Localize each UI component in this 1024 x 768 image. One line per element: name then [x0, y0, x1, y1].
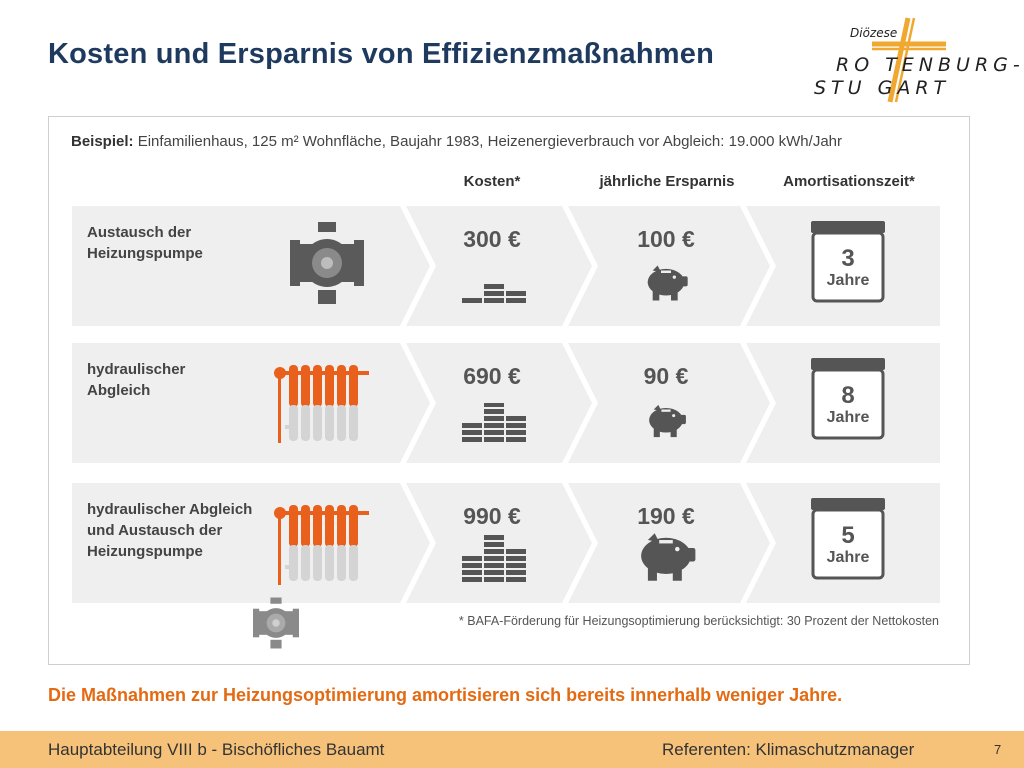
- measure-label: hydraulischer Abgleich: [87, 359, 185, 401]
- piggy-bank-icon: [649, 404, 686, 438]
- page-title: Kosten und Ersparnis von Effizienzmaßnah…: [48, 38, 715, 70]
- measure-label-line: Abgleich: [87, 382, 151, 399]
- measure-label-line: hydraulischer Abgleich: [87, 501, 253, 518]
- footnote: * BAFA-Förderung für Heizungsoptimierung…: [458, 614, 939, 628]
- amortisation-unit: Jahre: [826, 409, 870, 426]
- measure-row-pump: Austausch der Heizungspumpe 300 € 100 €: [72, 206, 940, 326]
- footer-speakers: Referenten: Klimaschutzmanager: [662, 740, 915, 759]
- saving-value: 190 €: [637, 503, 695, 529]
- example-label: Beispiel:: [71, 133, 134, 150]
- calendar-frame: [811, 221, 885, 303]
- example-text: Einfamilienhaus, 125 m² Wohnfläche, Bauj…: [137, 133, 842, 150]
- amortisation-unit: Jahre: [826, 549, 870, 566]
- measure-row-combined: hydraulischer Abgleich und Austausch der…: [72, 483, 940, 603]
- amortisation-years: 3: [841, 245, 855, 272]
- column-header-kosten: Kosten*: [463, 173, 521, 190]
- logo-rottenburg-text: RO TENBURG-: [836, 54, 1024, 76]
- coin-stack-icon: [462, 403, 526, 442]
- amortisation-unit: Jahre: [826, 272, 870, 289]
- cost-value: 300 €: [463, 226, 521, 252]
- measure-row-hydraulic: hydraulischer Abgleich 690 €: [72, 343, 940, 463]
- conclusion-text: Die Maßnahmen zur Heizungsoptimierung am…: [48, 685, 843, 705]
- logo-stuttgart-text: STU GART: [814, 77, 951, 99]
- calendar-frame: [811, 498, 885, 580]
- measure-label-line: hydraulischer: [87, 361, 186, 378]
- row-background: [72, 206, 940, 326]
- heating-pump-icon: [253, 597, 299, 649]
- column-header-ersparnis: jährliche Ersparnis: [599, 173, 735, 190]
- calendar-icon: 3 Jahre: [810, 220, 886, 304]
- footer-department: Hauptabteilung VIII b - Bischöfliches Ba…: [48, 740, 385, 759]
- piggy-bank-icon: [641, 533, 696, 581]
- coin-stack-icon: [462, 284, 526, 303]
- measure-label-line: Austausch der: [87, 224, 192, 241]
- cost-value: 690 €: [463, 363, 521, 389]
- page-number: 7: [994, 742, 1002, 757]
- radiator-icon: [274, 505, 369, 585]
- calendar-frame: [811, 358, 885, 440]
- measure-label-line: und Austausch der: [87, 522, 223, 539]
- infographic-panel: Beispiel: Einfamilienhaus, 125 m² Wohnfl…: [48, 116, 970, 665]
- calendar-icon: 8 Jahre: [810, 357, 886, 441]
- logo-diocese-text: Diözese: [850, 26, 898, 40]
- saving-value: 90 €: [643, 363, 689, 389]
- measure-label-line: Heizungspumpe: [87, 543, 203, 560]
- column-header-amortisation: Amortisationszeit*: [783, 173, 915, 190]
- heating-pump-icon: [290, 222, 364, 304]
- piggy-bank-icon: [647, 265, 688, 301]
- cost-value: 990 €: [463, 503, 521, 529]
- diocese-logo: Diözese RO TENBURG- STU GART: [814, 14, 1020, 106]
- measure-label: Austausch der Heizungspumpe: [87, 222, 203, 264]
- calendar-icon: 5 Jahre: [810, 497, 886, 581]
- amortisation-years: 8: [841, 382, 855, 409]
- diocese-cross-logo: [872, 17, 946, 103]
- footer-bar: Hauptabteilung VIII b - Bischöfliches Ba…: [0, 731, 1024, 768]
- coin-stack-icon: [462, 535, 526, 582]
- measure-label-line: Heizungspumpe: [87, 245, 203, 262]
- radiator-icon: [274, 365, 369, 443]
- saving-value: 100 €: [637, 226, 695, 252]
- measure-label: hydraulischer Abgleich und Austausch der…: [87, 499, 252, 562]
- amortisation-years: 5: [841, 522, 855, 549]
- example-description: Beispiel: Einfamilienhaus, 125 m² Wohnfl…: [71, 133, 842, 150]
